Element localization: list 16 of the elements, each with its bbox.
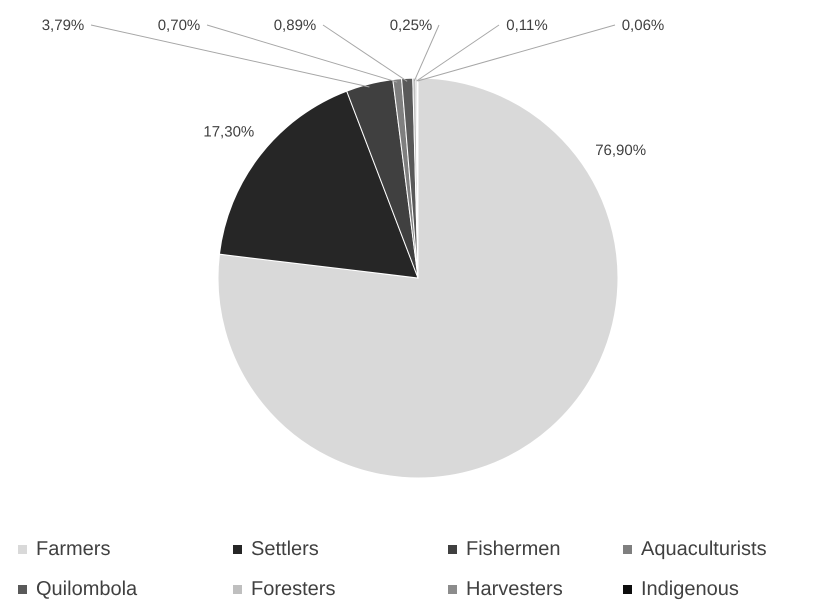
legend-label: Farmers [36, 538, 110, 560]
data-label: 17,30% [203, 123, 254, 140]
data-label: 3,79% [42, 17, 84, 34]
legend-label: Fishermen [466, 538, 560, 560]
legend-label: Indigenous [641, 578, 739, 600]
data-label: 0,06% [622, 17, 664, 34]
data-label: 0,89% [274, 17, 316, 34]
legend-label: Settlers [251, 538, 319, 560]
data-label: 76,90% [595, 142, 646, 159]
data-label: 0,25% [390, 17, 432, 34]
data-label: 0,70% [158, 17, 200, 34]
legend-label: Foresters [251, 578, 336, 600]
data-label: 0,11% [506, 17, 548, 34]
legend-label: Aquaculturists [641, 538, 767, 560]
legend-label: Quilombola [36, 578, 138, 600]
legend-label: Harvesters [466, 578, 563, 600]
